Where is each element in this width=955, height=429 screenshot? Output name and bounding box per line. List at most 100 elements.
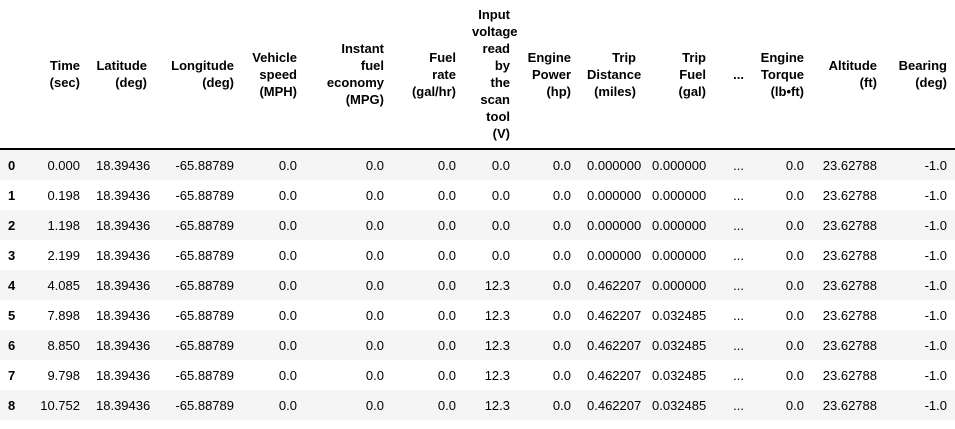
cell-time: 9.798	[47, 367, 80, 383]
column-header-engine-torque: Engine Torque (lb•ft)	[752, 0, 812, 150]
cell-longitude: -65.88793	[155, 420, 242, 429]
cell-instant-fuel-economy: 0.0	[365, 217, 384, 233]
cell-engine-torque: 0.0	[785, 397, 804, 413]
cell-engine-power: 0.0	[552, 367, 571, 383]
row-index: 8	[8, 397, 16, 413]
cell-altitude: 23.62788	[822, 277, 877, 293]
cell-trip-distance: 0.462207	[587, 337, 642, 353]
column-header-ellipsis: ...	[714, 0, 752, 150]
cell-trip-fuel: 0.032485	[644, 420, 714, 429]
cell-trip-fuel: 0.000000	[652, 277, 707, 293]
cell-instant-fuel-economy: 0.0	[365, 337, 384, 353]
cell-time: 7.898	[47, 307, 80, 323]
cell-trip-distance: 0.462207	[579, 420, 644, 429]
cell-bearing: -1.0	[924, 217, 947, 233]
cell-trip-distance: 0.000000	[587, 157, 642, 173]
cell-ellipsis: ...	[733, 157, 744, 173]
cell-trip-distance: 0.000000	[587, 187, 642, 203]
cell-ellipsis: ...	[733, 397, 744, 413]
cell-instant-fuel-economy: 0.0	[305, 420, 392, 429]
cell-engine-power: 0.0	[552, 277, 571, 293]
cell-instant-fuel-economy: 0.0	[365, 397, 384, 413]
cell-engine-power: 0.0	[518, 420, 579, 429]
cell-bearing: -1.0	[924, 337, 947, 353]
cell-input-voltage: 12.3	[484, 277, 510, 293]
table-row: 4 4.085 18.39436 -65.88789 0.0 0.0 0.0 12.3 0.0 0…	[0, 270, 955, 300]
cell-fuel-rate: 0.0	[437, 337, 456, 353]
cell-bearing: -1.0	[924, 277, 947, 293]
cell-latitude: 18.39436	[96, 157, 151, 173]
cell-altitude: 23.62788	[822, 337, 877, 353]
cell-longitude: -65.88789	[175, 397, 234, 413]
cell-latitude: 18.39436	[96, 397, 151, 413]
cell-longitude: -65.88789	[175, 157, 234, 173]
cell-engine-torque: 0.0	[785, 187, 804, 203]
cell-trip-fuel: 0.000000	[652, 247, 707, 263]
cell-altitude: 23.62788	[822, 157, 877, 173]
cell-ellipsis: ...	[714, 420, 752, 429]
cell-latitude: 18.39436	[96, 337, 151, 353]
cell-instant-fuel-economy: 0.0	[365, 367, 384, 383]
cell-latitude: 18.39439	[88, 420, 155, 429]
cell-vehicle-speed: 0.0	[278, 247, 297, 263]
column-header-time: Time (sec)	[30, 0, 88, 150]
column-header-vehicle-speed: Vehicle speed (MPH)	[242, 0, 305, 150]
column-header-altitude: Altitude (ft)	[812, 0, 885, 150]
cell-bearing: -1.0	[924, 367, 947, 383]
cell-time: 1.198	[47, 217, 80, 233]
cell-latitude: 18.39436	[96, 187, 151, 203]
cell-input-voltage: 12.3	[464, 420, 518, 429]
table-row: 7 9.798 18.39436 -65.88789 0.0 0.0 0.0 12.3 0.0 0…	[0, 360, 955, 390]
cell-vehicle-speed: 0.0	[278, 187, 297, 203]
cell-trip-fuel: 0.032485	[652, 397, 707, 413]
cell-vehicle-speed: 0.0	[242, 420, 305, 429]
cell-bearing: -1.0	[885, 420, 955, 429]
row-index: 6	[8, 337, 16, 353]
column-header-bearing: Bearing (deg)	[885, 0, 955, 150]
cell-vehicle-speed: 0.0	[278, 277, 297, 293]
cell-engine-power: 0.0	[552, 217, 571, 233]
cell-trip-fuel: 0.032485	[652, 337, 707, 353]
row-index: 0	[8, 157, 16, 173]
cell-altitude: 23.62788	[822, 247, 877, 263]
cell-trip-fuel: 0.000000	[652, 157, 707, 173]
cell-instant-fuel-economy: 0.0	[365, 277, 384, 293]
cell-vehicle-speed: 0.0	[278, 337, 297, 353]
cell-vehicle-speed: 0.0	[278, 397, 297, 413]
cell-engine-torque: 0.0	[785, 247, 804, 263]
cell-engine-power: 0.0	[552, 397, 571, 413]
table-row: 911.69918.39439-65.887930.00.00.012.30.0…	[0, 420, 955, 429]
cell-fuel-rate: 0.0	[437, 307, 456, 323]
cell-engine-power: 0.0	[552, 187, 571, 203]
cell-instant-fuel-economy: 0.0	[365, 247, 384, 263]
cell-vehicle-speed: 0.0	[278, 307, 297, 323]
cell-engine-torque: 0.0	[785, 217, 804, 233]
cell-latitude: 18.39436	[96, 367, 151, 383]
cell-vehicle-speed: 0.0	[278, 157, 297, 173]
cell-ellipsis: ...	[733, 187, 744, 203]
cell-altitude: 23.62788	[822, 307, 877, 323]
cell-longitude: -65.88789	[175, 337, 234, 353]
column-header-input-voltage: Input voltage read by the scan tool (V)	[464, 0, 518, 150]
cell-vehicle-speed: 0.0	[278, 217, 297, 233]
row-index: 7	[8, 367, 16, 383]
cell-engine-torque: 0.0	[785, 157, 804, 173]
cell-engine-torque: 0.0	[785, 307, 804, 323]
table-row: 0 0.000 18.39436 -65.88789 0.0 0.0 0.0 0.0 0.0 0.…	[0, 149, 955, 180]
table-row: 2 1.198 18.39436 -65.88789 0.0 0.0 0.0 0.0 0.0 0.…	[0, 210, 955, 240]
cell-engine-power: 0.0	[552, 157, 571, 173]
cell-instant-fuel-economy: 0.0	[365, 307, 384, 323]
cell-input-voltage: 12.3	[484, 367, 510, 383]
cell-fuel-rate: 0.0	[437, 397, 456, 413]
column-header-trip-fuel: Trip Fuel (gal)	[644, 0, 714, 150]
table-header: Time (sec) Latitude (deg) Longitude (deg) V…	[0, 0, 955, 150]
cell-fuel-rate: 0.0	[437, 247, 456, 263]
cell-input-voltage: 0.0	[491, 157, 510, 173]
table-row: 8 10.752 18.39436 -65.88789 0.0 0.0 0.0 12.3 0.0…	[0, 390, 955, 420]
cell-trip-distance: 0.462207	[587, 277, 642, 293]
cell-altitude: 23.30991	[812, 420, 885, 429]
cell-trip-distance: 0.000000	[587, 247, 642, 263]
cell-trip-distance: 0.000000	[587, 217, 642, 233]
